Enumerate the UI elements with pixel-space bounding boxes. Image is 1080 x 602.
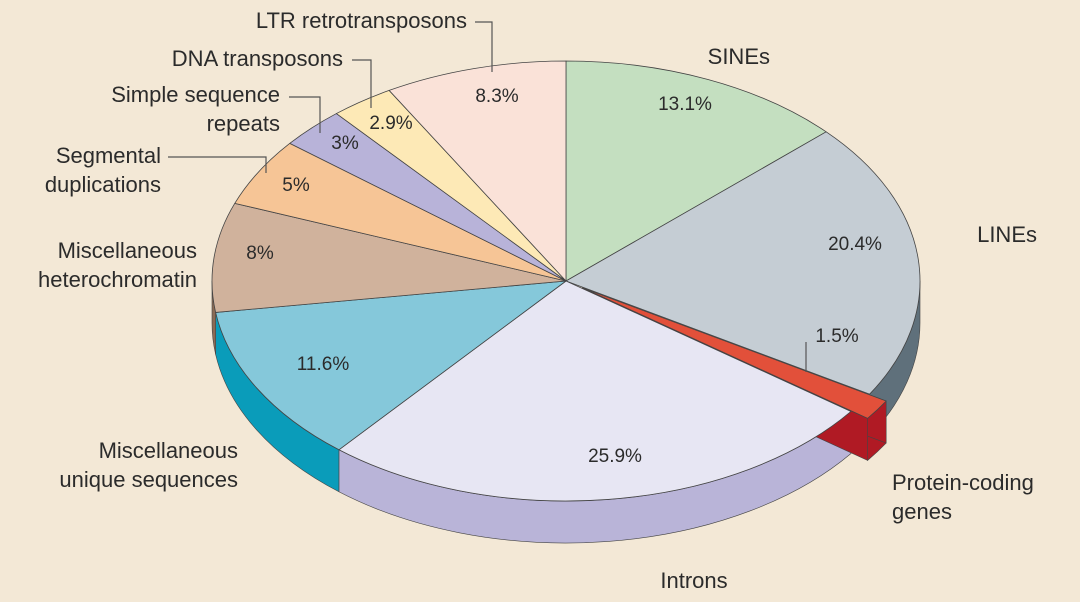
leader-dna [352,59,372,108]
slice-sines [565,60,827,282]
category-labels: SINEs LINEs Protein-coding genes Introns… [38,8,1037,593]
label-hetero-2: heterochromatin [38,267,197,292]
label-sines: SINEs [708,44,770,69]
pct-label-7: 3% [331,133,359,154]
slice-introns [338,280,852,502]
leader-ltr [475,21,493,72]
leader-lines [168,21,807,372]
label-dna: DNA transposons [172,46,343,71]
label-protein-2: genes [892,499,952,524]
slice-protein-coding-genes [582,287,887,419]
pct-label-2: 1.5% [815,326,858,347]
label-hetero-1: Miscellaneous [58,238,197,263]
label-ssr-2: repeats [207,111,280,136]
slice-percent-labels: 13.1% 20.4% 1.5% 25.9% 11.6% 8% 5% 3% 2.9% 8.3% [246,86,882,467]
label-segdup-1: Segmental [56,143,161,168]
slice-ltr-retrotransposons [388,60,567,282]
label-ssr-1: Simple sequence [111,82,280,107]
pct-label-5: 8% [246,243,274,264]
pct-label-1: 20.4% [828,234,882,255]
pct-label-0: 13.1% [658,94,712,115]
label-introns: Introns [660,568,727,593]
label-protein-1: Protein-coding [892,470,1034,495]
pie-top-slices [211,60,921,502]
slice-lines [565,131,921,395]
leader-ssr [289,96,321,133]
pct-label-3: 25.9% [588,446,642,467]
label-ltr: LTR retrotransposons [256,8,467,33]
pct-label-6: 5% [282,175,310,196]
label-unique-1: Miscellaneous [99,438,238,463]
pct-label-8: 2.9% [369,113,412,134]
leader-segdup [168,156,267,173]
label-unique-2: unique sequences [59,467,238,492]
label-lines: LINEs [977,222,1037,247]
pct-label-4: 11.6% [297,354,350,375]
slice-miscellaneous-heterochromatin [211,202,567,313]
label-segdup-2: duplications [45,172,161,197]
slice-miscellaneous-unique-sequences [215,280,567,451]
pct-label-9: 8.3% [475,86,518,107]
